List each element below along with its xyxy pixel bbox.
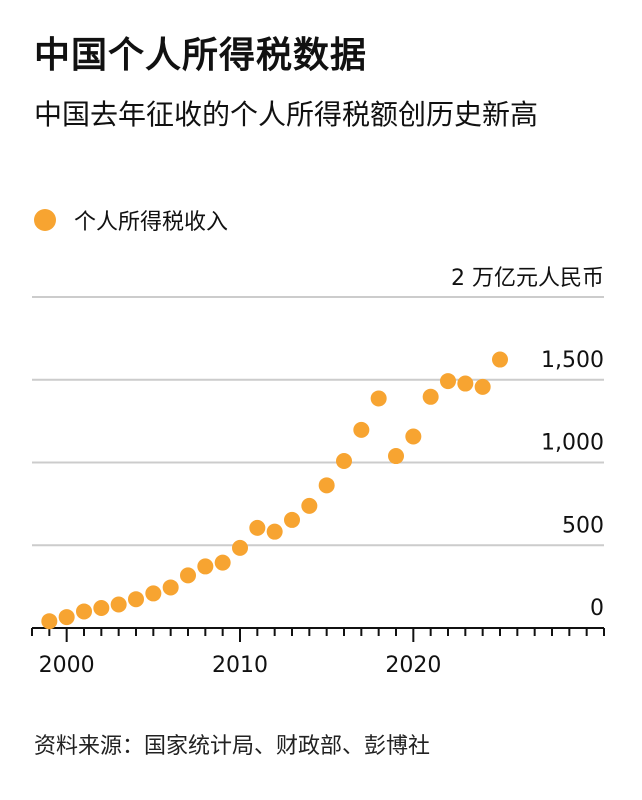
data-point [58, 609, 75, 626]
data-point [301, 497, 318, 514]
y-tick-label: 500 [562, 513, 604, 538]
data-point [353, 421, 370, 438]
data-point [93, 599, 110, 616]
data-point [197, 558, 214, 575]
x-tick-label: 2000 [39, 653, 95, 678]
data-point [284, 511, 300, 528]
source-note: 资料来源：国家统计局、财政部、彭博社 [34, 734, 431, 759]
data-point [336, 453, 352, 470]
y-tick-label: 1,000 [541, 431, 604, 456]
data-point [249, 519, 266, 536]
y-unit-label: 2 万亿元人民币 [451, 266, 604, 291]
data-point [405, 428, 422, 445]
legend-marker [34, 209, 56, 231]
data-point [162, 579, 179, 596]
data-point [474, 378, 491, 395]
data-point [440, 373, 456, 390]
data-point [232, 539, 248, 556]
x-tick-label: 2020 [385, 653, 441, 678]
x-tick-label: 2010 [212, 653, 268, 678]
chart-legend: 个人所得税收入 [34, 204, 228, 236]
data-point [266, 523, 283, 540]
data-point [214, 554, 231, 571]
page-title: 中国个人所得税数据 [34, 35, 368, 76]
legend-label: 个人所得税收入 [74, 210, 229, 235]
data-point [318, 477, 335, 494]
data-point [110, 596, 127, 613]
data-point [388, 448, 404, 465]
page-subtitle: 中国去年征收的个人所得税额创历史新高 [34, 98, 539, 131]
chart: 2 万亿元人民币 0 500 1,000 1,500 2000 2010 2020 [31, 266, 605, 678]
data-point [41, 613, 58, 630]
data-point [128, 591, 144, 608]
data-point [370, 390, 387, 407]
data-point [457, 375, 474, 392]
y-tick-label: 0 [590, 596, 604, 621]
data-point [180, 567, 196, 584]
data-point [76, 603, 92, 620]
y-tick-label: 1,500 [541, 348, 604, 373]
data-point [145, 585, 162, 602]
data-point [492, 351, 508, 368]
data-point [422, 388, 439, 405]
